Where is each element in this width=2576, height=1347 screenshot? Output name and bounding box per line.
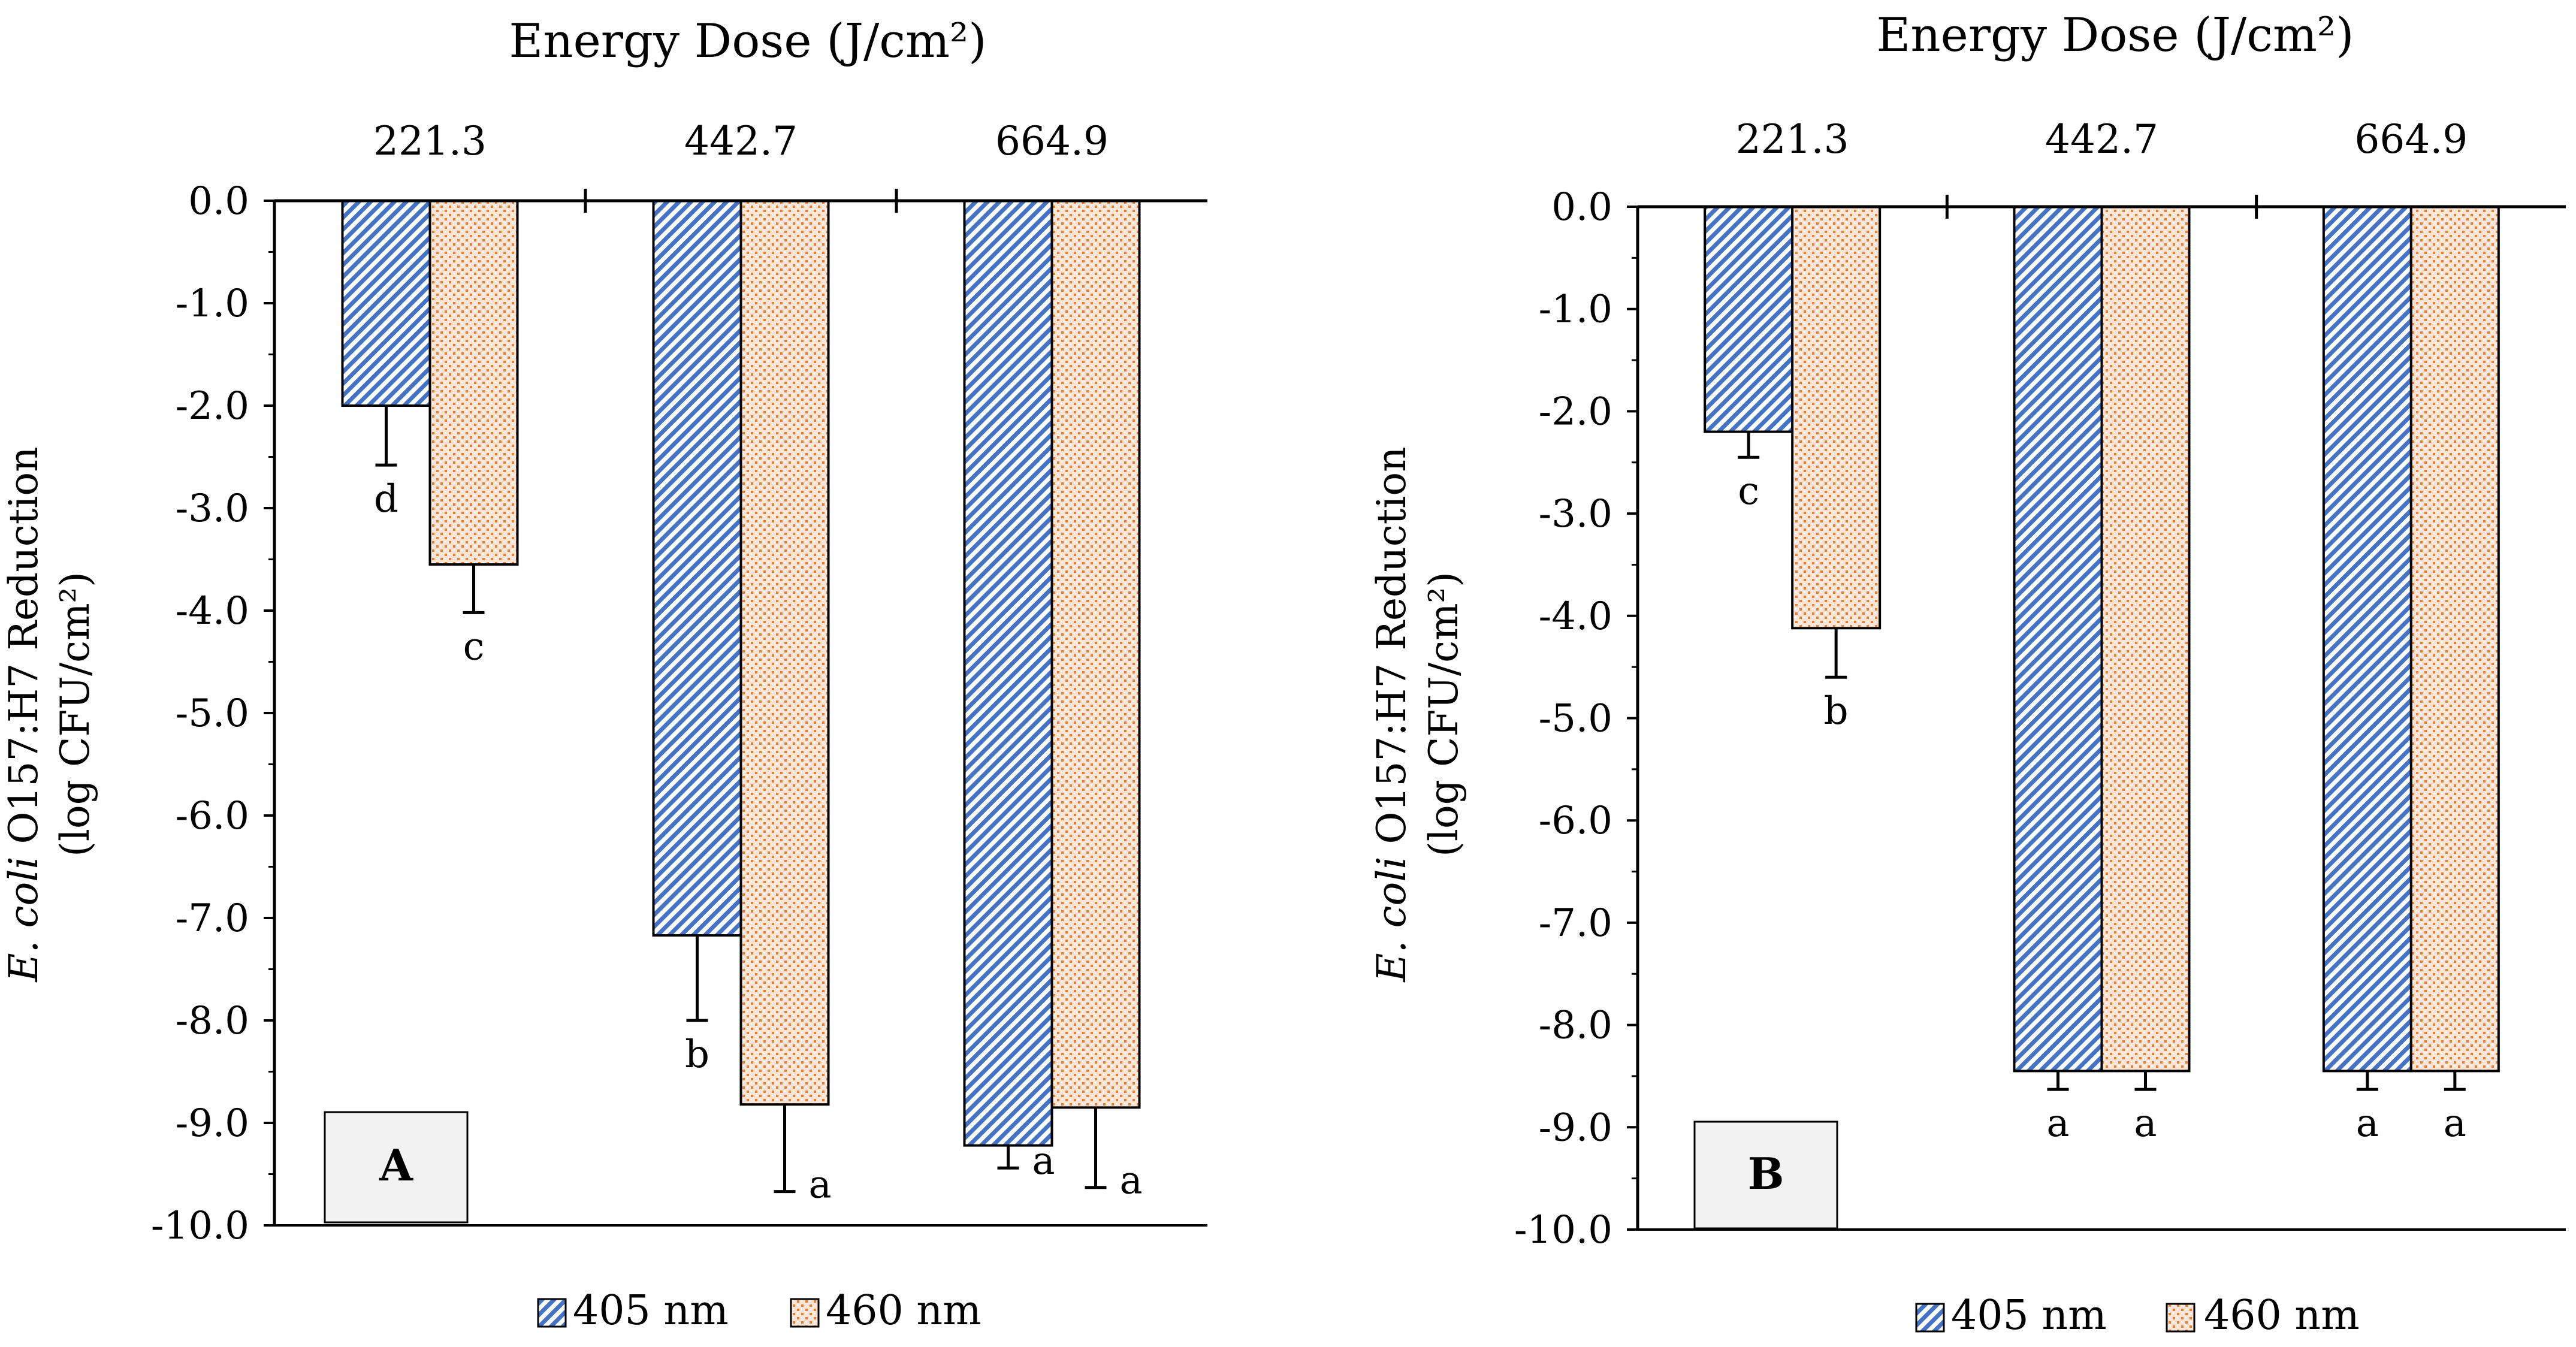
panel-b-y-tick-label: -9.0 [1539,1106,1612,1150]
panel-a-category-label: 442.7 [684,118,798,164]
legend-b-460-swatch [2166,1303,2196,1333]
panel-b-y-title-italic: E. coli [1369,857,1415,983]
panel-a-label-box: A [324,1111,469,1224]
panel-a-y-title-line2: (log CFU/cm²) [52,572,98,857]
panel-b-x-title: Energy Dose (J/cm²) [1876,8,2354,62]
significance-letter: b [685,1032,709,1077]
bar-a-460-221.3 [428,200,519,566]
chart-panel-a: Energy Dose (J/cm²) E. coli O157:H7 Redu… [1,14,1207,1334]
panel-a-y-tick-label: -7.0 [176,896,249,941]
legend-b-460-label: 460 nm [2204,1292,2360,1339]
chart-panel-b: Energy Dose (J/cm²) E. coli O157:H7 Redu… [1369,8,2566,1339]
significance-letter: a [1120,1159,1143,1203]
panel-b-y-tick-label: -10.0 [1514,1208,1612,1252]
panel-a-y-tick-label: -3.0 [176,487,249,531]
significance-letter: a [2134,1101,2157,1146]
bar-b-460-442.7 [2100,206,2191,1073]
panel-b-bars: c a a b a a [1704,206,2500,1146]
bar-a-460-442.7 [739,200,830,1106]
significance-letter: b [1824,689,1849,733]
panel-a-x-title: Energy Dose (J/cm²) [509,14,986,68]
bar-a-405-664.9 [963,200,1053,1147]
legend-a-405-label: 405 nm [573,1287,729,1334]
legend-a-460-swatch [790,1298,820,1328]
panel-b-category-label: 221.3 [1736,116,1849,162]
panel-b-y-tick-label: -8.0 [1539,1004,1612,1048]
panel-b-label: B [1748,1148,1784,1199]
panel-a-y-title-italic: E. coli [1,857,47,983]
panel-b-y-tick-label: -6.0 [1539,799,1612,843]
panel-b-y-title-line2: (log CFU/cm²) [1421,572,1467,857]
panel-a-y-tick-label: -10.0 [151,1204,249,1248]
bar-a-405-221.3 [341,200,431,407]
significance-letter: a [1032,1139,1055,1183]
panel-b-y-tick-label: -4.0 [1539,594,1612,639]
panel-b-y-tick-label: -3.0 [1539,492,1612,536]
bar-a-405-442.7 [652,200,742,937]
bar-b-405-221.3 [1704,206,1794,433]
panel-a-axes [264,189,1207,1227]
panel-b-category-label: 664.9 [2354,116,2468,162]
panel-a-y-tick-label: -6.0 [176,794,249,838]
panel-b-y-tick-label: -5.0 [1539,697,1612,741]
significance-letter: a [2444,1101,2466,1146]
legend-b-405-swatch [1915,1303,1945,1333]
panel-b-label-box: B [1693,1121,1838,1230]
panel-b-category-labels: 221.3 442.7 664.9 [1736,116,2468,162]
panel-a-category-label: 664.9 [995,118,1109,164]
panel-a-category-labels: 221.3 442.7 664.9 [373,118,1109,164]
bar-b-460-221.3 [1791,206,1882,630]
panel-a-y-tick-labels: 0.0 -1.0 -2.0 -3.0 -4.0 -5.0 -6.0 -7.0 -8.0 -9.0 -… [151,179,249,1248]
panel-b-y-title: E. coli O157:H7 Reduction [1369,446,1415,982]
bar-b-460-664.9 [2409,206,2500,1073]
panel-a-bars: d b a c a a [341,200,1143,1207]
panel-a-legend: 405 nm 460 nm [537,1287,982,1334]
panel-b-y-title-rest: O157:H7 Reduction [1369,446,1415,856]
bar-b-405-442.7 [2013,206,2103,1073]
bar-b-405-664.9 [2322,206,2412,1073]
panel-a-y-tick-label: -2.0 [176,384,249,428]
significance-letter: c [1738,469,1759,514]
panel-b-y-tick-labels: 0.0 -1.0 -2.0 -3.0 -4.0 -5.0 -6.0 -7.0 -8.0 -9.0 -… [1514,185,1612,1252]
legend-b-405-label: 405 nm [1951,1292,2107,1339]
panel-a-y-title-rest: O157:H7 Reduction [1,446,47,856]
panel-a-label: A [379,1140,413,1191]
panel-b-category-label: 442.7 [2045,116,2158,162]
panel-a-y-tick-label: 0.0 [188,179,249,224]
panel-b-axes [1627,195,2566,1231]
panel-b-y-tick-label: -2.0 [1539,389,1612,434]
panel-b-y-tick-label: 0.0 [1551,185,1612,229]
significance-letter: d [374,477,398,521]
legend-a-405-swatch [537,1298,567,1328]
panel-b-y-tick-label: -1.0 [1539,288,1612,332]
significance-letter: c [463,624,485,669]
panel-a-y-title: E. coli O157:H7 Reduction [1,446,47,982]
significance-letter: a [809,1163,832,1207]
panel-a-y-tick-label: -4.0 [176,589,249,633]
panel-a-y-tick-label: -1.0 [176,282,249,326]
panel-b-legend: 405 nm 460 nm [1915,1292,2360,1339]
panel-b-y-tick-label: -7.0 [1539,901,1612,946]
panel-a-y-tick-label: -8.0 [176,999,249,1043]
significance-letter: a [2046,1101,2069,1146]
panel-a-y-tick-label: -5.0 [176,691,249,736]
panel-a-category-label: 221.3 [373,118,487,164]
bar-a-460-664.9 [1050,200,1141,1109]
legend-a-460-label: 460 nm [826,1287,982,1334]
significance-letter: a [2356,1101,2379,1146]
panel-a-y-tick-label: -9.0 [176,1101,249,1146]
